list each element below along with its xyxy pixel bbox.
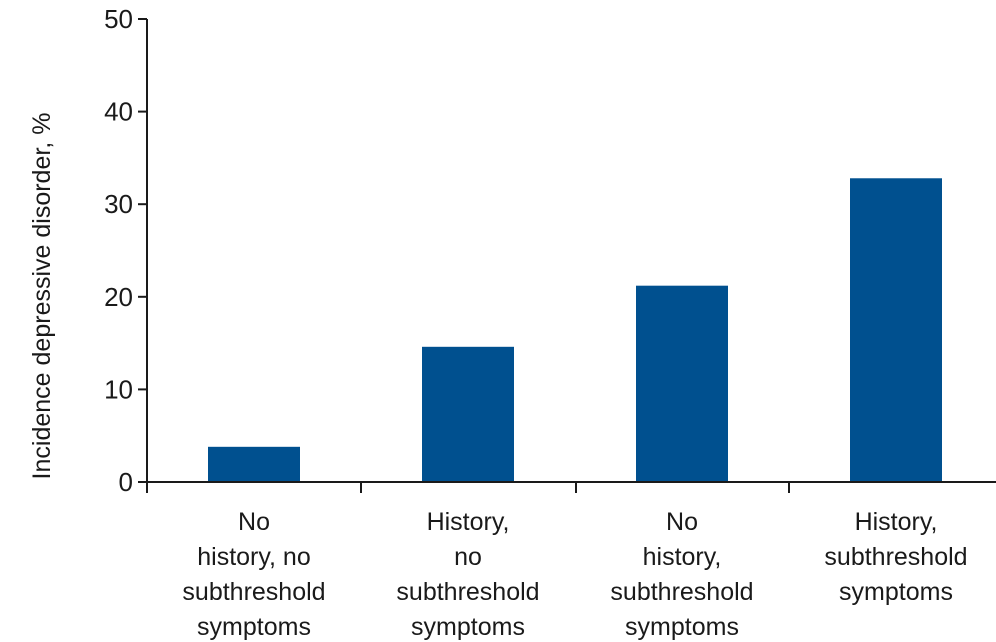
category-label-line: symptoms xyxy=(411,613,525,641)
category-label-line: No xyxy=(666,508,698,536)
y-tick-label: 50 xyxy=(104,4,133,34)
category-label-line: History, xyxy=(427,508,510,536)
category-label-line: symptoms xyxy=(197,613,311,641)
category-label-line: subthreshold xyxy=(824,543,967,571)
y-tick-label: 40 xyxy=(104,97,133,127)
category-label: History, subthreshold symptoms xyxy=(824,508,967,606)
bar xyxy=(850,178,942,482)
category-label-line: subthreshold xyxy=(182,578,325,606)
bar xyxy=(208,446,300,482)
category-label-line: History, xyxy=(855,508,938,536)
x-axis-ticks xyxy=(146,482,790,493)
y-tick-label: 30 xyxy=(104,189,133,219)
category-label: No history, no subthreshold symptoms xyxy=(182,508,325,641)
category-label: No history, subthreshold symptoms xyxy=(610,508,753,641)
y-tick-label: 10 xyxy=(104,374,133,404)
y-tick-label: 0 xyxy=(119,467,133,497)
bars xyxy=(208,178,942,482)
y-tick-label: 20 xyxy=(104,282,133,312)
y-axis-title: Incidence depressive disorder, % xyxy=(28,113,56,480)
bar xyxy=(422,346,514,482)
category-label-line: symptoms xyxy=(625,613,739,641)
category-label-line: No xyxy=(238,508,270,536)
category-labels: No history, no subthreshold symptomsHistory… xyxy=(182,508,967,641)
bar xyxy=(636,285,728,482)
category-label-line: history, no xyxy=(197,543,310,571)
category-label-line: symptoms xyxy=(839,578,953,606)
y-axis-ticks: 0 10 20 30 40 50 xyxy=(104,4,147,497)
category-label-line: no xyxy=(454,543,482,571)
category-label: History, no subthreshold symptoms xyxy=(396,508,539,641)
category-label-line: subthreshold xyxy=(396,578,539,606)
category-label-line: subthreshold xyxy=(610,578,753,606)
category-label-line: history, xyxy=(643,543,722,571)
